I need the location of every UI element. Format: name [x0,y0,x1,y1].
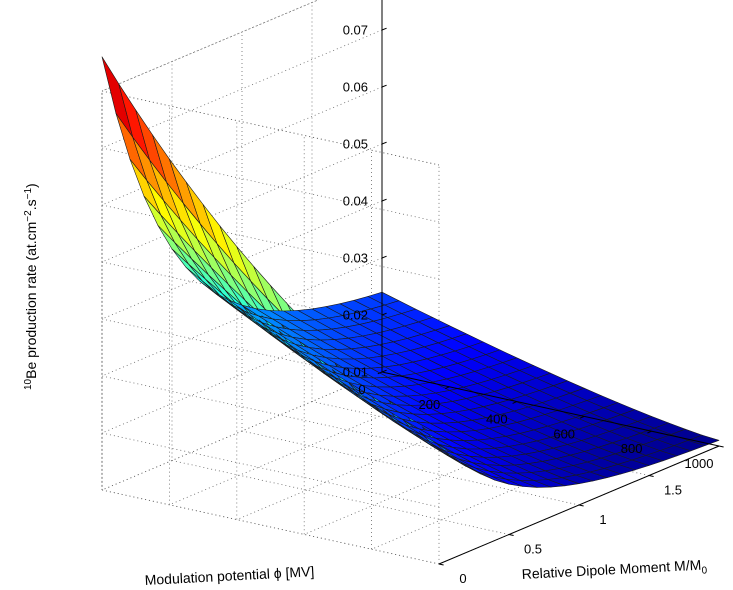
y-tick-label-2: 1 [599,512,606,527]
y-tick-mark-2 [578,504,584,507]
y-tick-mark-0 [438,563,444,566]
z-tick-mark-5 [381,84,387,88]
y-tick-label-1: 0.5 [524,542,542,557]
z-axis-label: 10Be production rate (at.cm−2.s−1) [23,183,39,390]
z-tick-mark-2 [381,255,387,259]
z-tick-mark-6 [381,27,387,31]
x-tick-label-2: 400 [486,412,508,427]
x-tick-mark-3 [579,415,585,419]
x-tick-mark-5 [714,445,720,449]
z-tick-labels: 0.010.020.030.040.050.060.070.08 [343,23,368,380]
x-tick-label-3: 600 [553,426,575,441]
surface-mesh [101,56,720,488]
z-tick-mark-0 [381,369,387,373]
z-tick-label-1: 0.02 [343,308,368,323]
z-tick-label-0: 0.01 [343,365,368,380]
x-tick-label-1: 200 [419,397,441,412]
y-tick-mark-4 [718,445,724,448]
z-tick-mark-3 [381,198,387,202]
z-tick-mark-1 [381,312,387,316]
y-tick-mark-3 [648,475,654,477]
axis-lines [377,0,724,566]
z-tick-label-3: 0.04 [343,194,368,209]
x-tick-mark-0 [377,371,383,375]
surface-patch-0-0 [101,56,134,138]
y-tick-label-3: 1.5 [664,483,682,498]
x-tick-labels: 0 200 400 600 800 1000 [358,382,713,471]
grid-edge-1 [101,90,440,166]
y-axis-label: Relative Dipole Moment M/M0 [521,556,708,586]
y-tick-mark-1 [508,534,514,536]
z-tick-mark-4 [381,141,387,145]
x-tick-label-4: 800 [621,441,643,456]
grid-edge-2 [101,0,319,92]
y-tick-label-0: 0 [459,571,466,586]
z-tick-label-4: 0.05 [343,137,368,152]
x-tick-mark-1 [445,386,450,390]
z-tick-label-6: 0.07 [343,23,368,38]
surface-patch-19-19 [687,434,720,446]
z-tick-label-5: 0.06 [343,80,368,95]
x-tick-mark-2 [512,401,517,404]
x-tick-label-0: 0 [358,382,365,397]
x-tick-mark-4 [647,430,652,434]
z-tick-label-2: 0.03 [343,251,368,266]
y-tick-labels: 00.511.52 [459,483,682,587]
x-tick-label-5: 1000 [685,456,714,471]
x-axis-line [381,371,720,447]
axis-grid [100,0,720,565]
x-axis-label: Modulation potential ϕ [MV] [144,563,314,588]
